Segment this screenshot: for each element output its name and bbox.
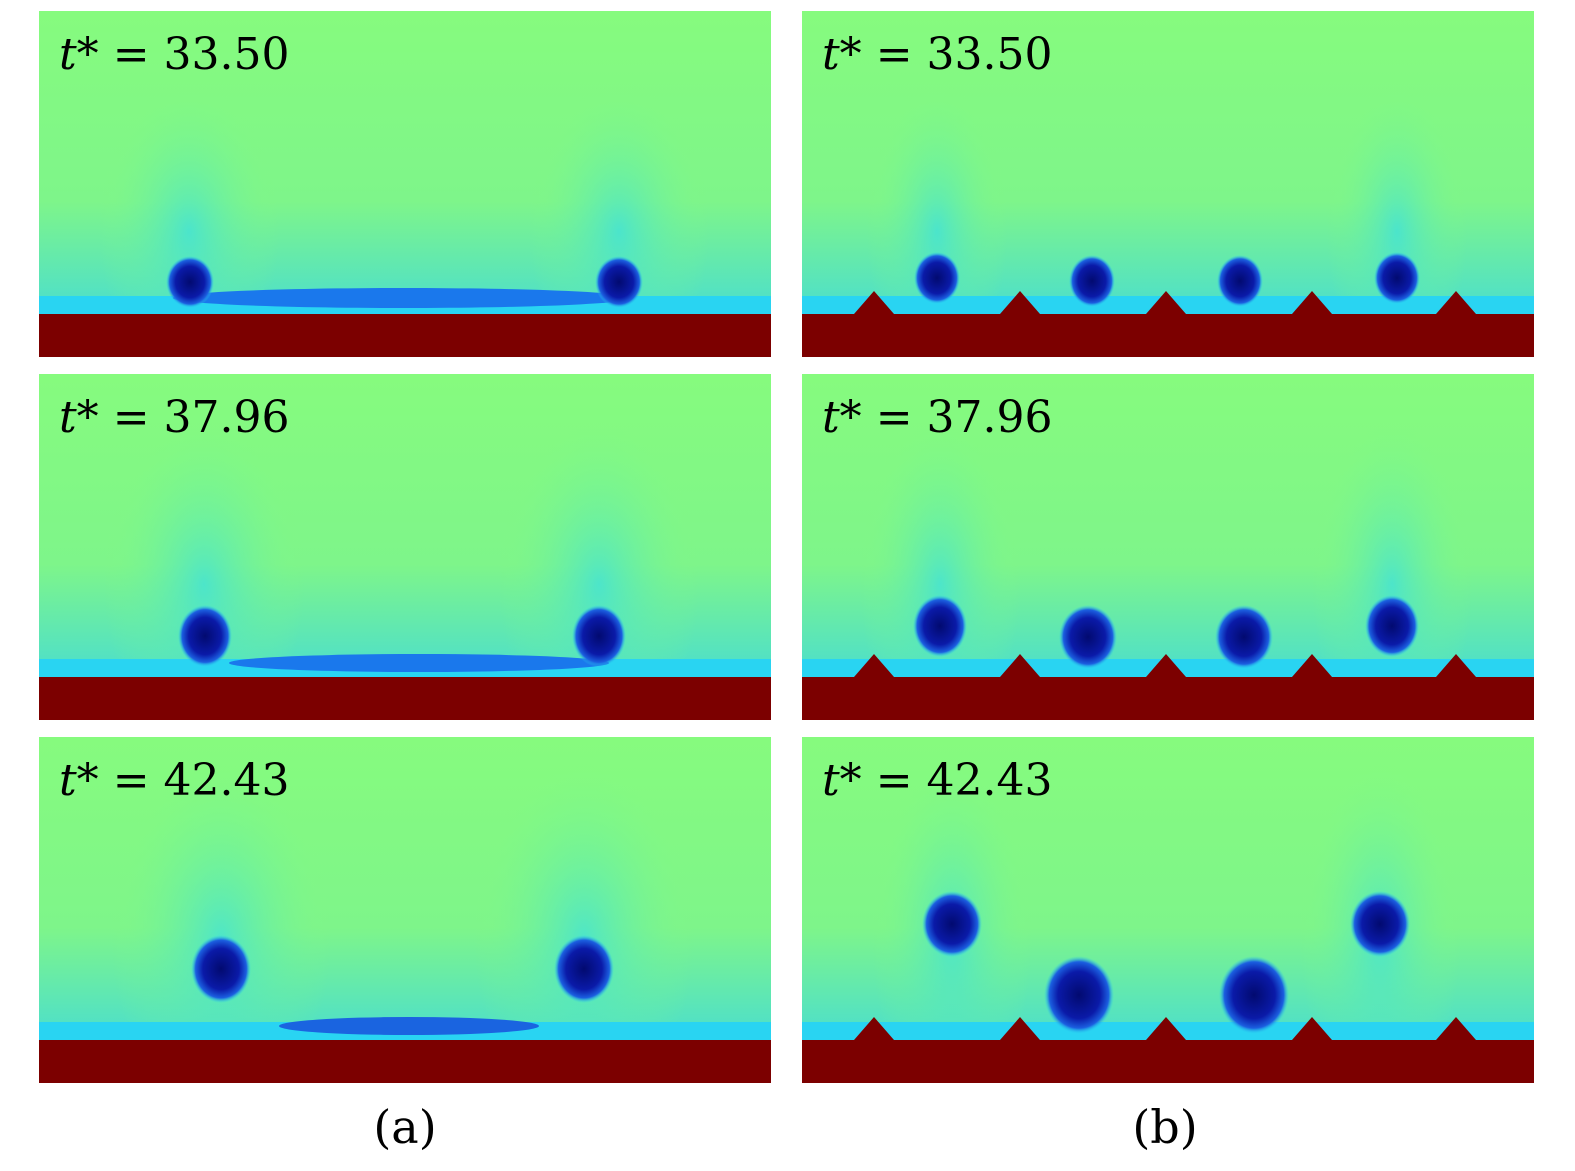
solid-wall	[39, 1040, 771, 1083]
solid-wall	[802, 1017, 1534, 1083]
vapor-halo	[867, 81, 1007, 357]
time-label: t* = 37.96	[822, 392, 1053, 443]
vapor-halo	[1312, 414, 1472, 720]
solid-wall	[802, 654, 1534, 720]
vapor-halo	[474, 757, 694, 1083]
panel-b-3: t* = 42.43	[802, 737, 1534, 1083]
bubble	[1059, 605, 1117, 669]
vapor-film	[229, 654, 609, 672]
bubble	[1350, 891, 1410, 957]
panel-a-3: t* = 42.43	[39, 737, 771, 1083]
bubble	[191, 935, 251, 1003]
bubble	[1217, 255, 1263, 307]
caption-b: (b)	[1132, 1100, 1198, 1154]
time-label: t* = 33.50	[59, 29, 290, 80]
field-b-2	[802, 374, 1534, 720]
vapor-halo	[499, 414, 699, 720]
panel-b-1: t* = 33.50	[802, 11, 1534, 357]
bubble	[913, 595, 967, 657]
field-b-3	[802, 737, 1534, 1083]
time-label: t* = 33.50	[822, 29, 1053, 80]
time-label: t* = 42.43	[59, 755, 290, 806]
bubble	[1219, 956, 1289, 1034]
solid-wall	[802, 291, 1534, 357]
field-a-3	[39, 737, 771, 1083]
vapor-halo	[104, 414, 304, 720]
bubble	[166, 256, 214, 308]
bubble	[1069, 255, 1115, 307]
bubble	[572, 605, 626, 667]
bubble	[1215, 605, 1273, 669]
field-a-1	[39, 11, 771, 357]
panel-a-1: t* = 33.50	[39, 11, 771, 357]
bubble	[1374, 252, 1420, 304]
field-a-2	[39, 374, 771, 720]
vapor-film	[173, 288, 633, 308]
bubble	[1365, 595, 1419, 657]
vapor-halo	[111, 757, 331, 1083]
vapor-film	[279, 1017, 539, 1035]
vapor-halo	[99, 81, 279, 357]
vapor-halo	[529, 81, 709, 357]
solid-wall	[39, 314, 771, 357]
panel-b-2: t* = 37.96	[802, 374, 1534, 720]
bubble	[178, 605, 232, 667]
vapor-halo	[860, 414, 1020, 720]
panel-a-2: t* = 37.96	[39, 374, 771, 720]
time-label: t* = 42.43	[822, 755, 1053, 806]
time-label: t* = 37.96	[59, 392, 290, 443]
caption-a: (a)	[373, 1100, 437, 1154]
bubble	[554, 935, 614, 1003]
bubble	[1044, 956, 1114, 1034]
vapor-halo	[1327, 81, 1467, 357]
solid-wall	[39, 677, 771, 720]
bubble	[914, 252, 960, 304]
bubble	[595, 256, 643, 308]
field-b-1	[802, 11, 1534, 357]
bubble	[922, 891, 982, 957]
